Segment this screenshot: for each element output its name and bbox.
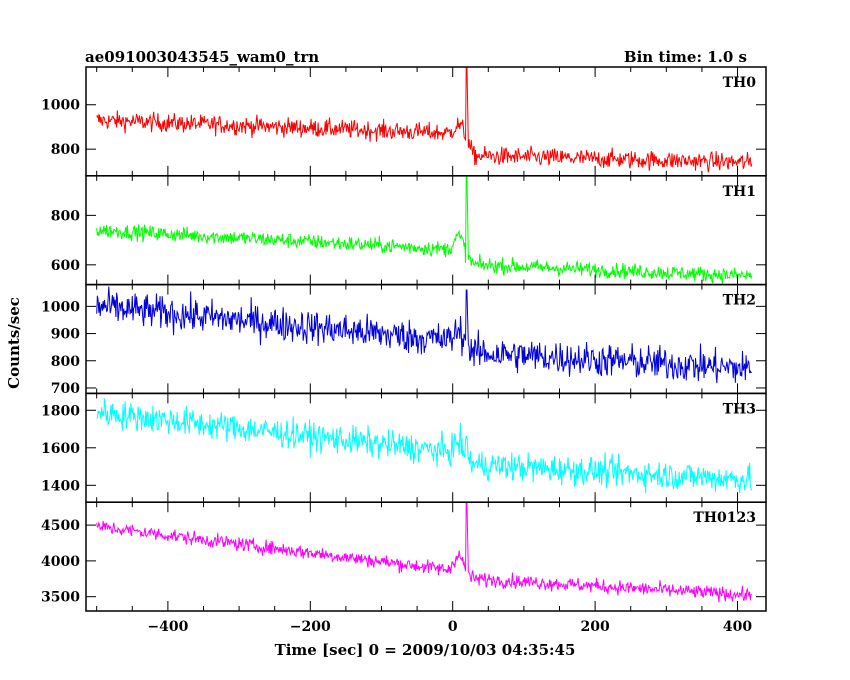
- y-tick-label: 1800: [41, 403, 80, 419]
- x-tick-label: 400: [723, 619, 752, 635]
- panel-label-th3: TH3: [723, 401, 756, 417]
- y-tick-label: 800: [51, 354, 80, 370]
- panel-label-th0123: TH0123: [693, 510, 756, 526]
- y-tick-label: 800: [51, 142, 80, 158]
- x-tick-label: −200: [290, 619, 331, 635]
- y-tick-label: 1000: [41, 299, 80, 315]
- panel-frame: [85, 501, 767, 612]
- y-tick-label: 1400: [41, 478, 80, 494]
- series-line-th0123: [96, 501, 753, 603]
- y-tick-label: 1600: [41, 441, 80, 457]
- y-tick-label: 700: [51, 381, 80, 397]
- series-line-th0: [96, 66, 753, 173]
- x-tick-label: 0: [448, 619, 458, 635]
- panel-label-th2: TH2: [723, 293, 756, 309]
- series-line-th2: [96, 286, 752, 384]
- y-tick-label: 900: [51, 327, 80, 343]
- y-tick-label: 4500: [41, 518, 80, 534]
- series-line-th1: [96, 175, 753, 285]
- chart-title: ae091003043545_wam0_trn: [85, 48, 319, 66]
- panel-th3: 1400 1600 1800 TH3: [41, 392, 767, 503]
- y-axis-label: Counts/sec: [5, 297, 23, 389]
- y-tick-label: 3500: [41, 590, 80, 606]
- panel-frame: [85, 392, 767, 503]
- panel-label-th1: TH1: [723, 184, 756, 200]
- panel-th0123: 3500 4000 4500 TH0123: [41, 501, 767, 612]
- series-line-th3: [96, 398, 753, 494]
- x-tick-label: 200: [580, 619, 609, 635]
- y-tick-label: 600: [51, 258, 80, 274]
- panel-label-th0: TH0: [723, 75, 757, 91]
- y-tick-label: 4000: [41, 554, 80, 570]
- panel-frame: [85, 283, 767, 395]
- y-tick-label: 800: [51, 208, 80, 224]
- panel-th1: 600 800 TH1: [51, 175, 767, 286]
- panel-th2: 700 800 900 1000 TH2: [41, 283, 767, 397]
- bin-time-label: Bin time: 1.0 s: [624, 48, 747, 66]
- x-axis-label: Time [sec] 0 = 2009/10/03 04:35:45: [275, 641, 576, 659]
- panel-frame: [85, 175, 767, 286]
- panel-th0: 800 1000 TH0: [41, 66, 767, 177]
- y-tick-label: 1000: [41, 98, 80, 114]
- x-tick-label: −400: [147, 619, 188, 635]
